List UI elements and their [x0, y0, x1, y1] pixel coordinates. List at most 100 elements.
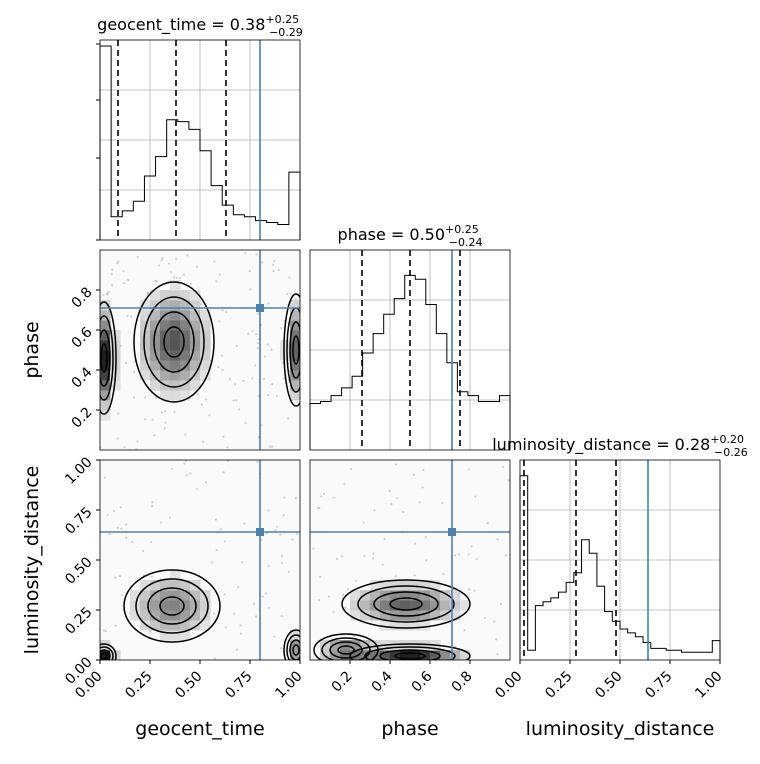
density-cell — [150, 330, 161, 341]
scatter-point — [123, 446, 126, 449]
density-cell — [100, 370, 111, 381]
scatter-point — [112, 510, 116, 513]
scatter-point — [341, 593, 345, 596]
scatter-point — [346, 587, 350, 591]
x-tick-label: 0.8 — [449, 668, 476, 695]
density-cell — [330, 640, 341, 651]
contour-line — [100, 315, 114, 401]
x-tick-label: 0.00 — [492, 668, 525, 701]
scatter-point — [149, 630, 152, 633]
scatter-point — [221, 369, 224, 372]
density-cell — [160, 370, 171, 381]
scatter-point — [106, 292, 109, 295]
density-cell — [170, 600, 181, 611]
scatter-point — [474, 495, 477, 498]
scatter-point — [150, 575, 154, 578]
x-axis-label-phase: phase — [381, 718, 438, 740]
scatter-point — [217, 365, 220, 369]
scatter-point — [234, 383, 237, 386]
scatter-point — [280, 326, 283, 330]
histogram-step-luminosity_distance — [519, 475, 721, 660]
scatter-point — [116, 437, 119, 440]
scatter-point — [269, 445, 272, 449]
density-cell — [170, 620, 181, 631]
scatter-point — [200, 403, 203, 406]
density-cell — [410, 620, 421, 631]
scatter-point — [372, 552, 375, 555]
density-cell — [180, 300, 191, 311]
scatter-point — [160, 521, 163, 524]
density-cell — [150, 360, 161, 371]
density-cell — [100, 640, 111, 651]
density-cell — [190, 310, 201, 321]
histogram-step-phase — [309, 274, 511, 450]
scatter-point — [223, 593, 226, 596]
scatter-point — [204, 481, 208, 484]
contour-line — [147, 587, 197, 625]
scatter-point — [394, 463, 397, 466]
contour-line — [394, 652, 426, 660]
density-cell — [290, 360, 300, 371]
title-sup: +0.20 — [710, 433, 744, 446]
scatter-point — [286, 292, 289, 295]
scatter-point — [270, 445, 274, 448]
contour-line — [289, 639, 300, 660]
density-cell — [160, 620, 171, 631]
scatter-point — [201, 440, 204, 443]
scatter-point — [106, 513, 109, 517]
contour-line — [159, 596, 185, 616]
density-cell — [140, 610, 151, 621]
density-cell — [150, 610, 161, 621]
title-sub: −0.29 — [269, 26, 303, 39]
scatter-point — [219, 528, 223, 531]
contour-line — [283, 293, 300, 407]
x-axis-label-luminosity_distance: luminosity_distance — [526, 718, 715, 740]
density-cell — [100, 390, 111, 401]
density-cell — [100, 310, 111, 321]
scatter-point — [157, 264, 160, 267]
scatter-point — [265, 532, 268, 535]
density-cell — [170, 580, 181, 591]
density-cell — [400, 650, 411, 660]
panel-title-luminosity_distance: luminosity_distance = 0.28+0.20 −0.26 — [492, 433, 748, 459]
scatter-point — [185, 474, 188, 477]
density-cell — [410, 600, 421, 611]
panel-title-phase: phase = 0.50+0.25 −0.24 — [338, 223, 483, 249]
contour-line — [283, 629, 300, 660]
scatter-point — [319, 575, 322, 579]
scatter-point — [280, 615, 283, 618]
density-cell — [430, 650, 441, 660]
scatter-point — [243, 522, 246, 525]
density-cell — [150, 300, 161, 311]
density-cell — [170, 360, 181, 371]
scatter-point — [186, 254, 189, 257]
scatter-point — [122, 281, 126, 285]
contour-line — [100, 649, 111, 660]
scatter-point — [496, 538, 499, 541]
scatter-point — [150, 541, 153, 544]
histogram-panel-luminosity_distance: luminosity_distance = 0.28+0.20 −0.26 — [492, 433, 748, 661]
density-cell — [100, 360, 111, 371]
panel-title-geocent_time: geocent_time = 0.38+0.25 −0.29 — [97, 13, 303, 39]
scatter-point — [418, 501, 421, 504]
scatter-point — [175, 257, 178, 260]
scatter-point — [390, 503, 393, 506]
scatter-point — [154, 396, 158, 399]
density-cell — [150, 380, 161, 391]
scatter-point — [225, 310, 228, 314]
scatter-point — [130, 315, 133, 318]
density-cell — [160, 360, 171, 371]
y-tick-label: 0.6 — [69, 324, 96, 351]
scatter-point — [264, 592, 268, 595]
scatter-point — [412, 473, 415, 476]
density-cell — [150, 290, 161, 301]
scatter-point — [327, 595, 331, 598]
truth-marker — [256, 528, 264, 536]
axes-frame — [99, 39, 301, 241]
density-cell — [440, 600, 451, 611]
scatter-point — [272, 263, 275, 266]
density-cell — [420, 610, 431, 621]
scatter-point — [244, 252, 247, 255]
density-cell — [390, 580, 401, 591]
density-cell — [290, 390, 300, 401]
